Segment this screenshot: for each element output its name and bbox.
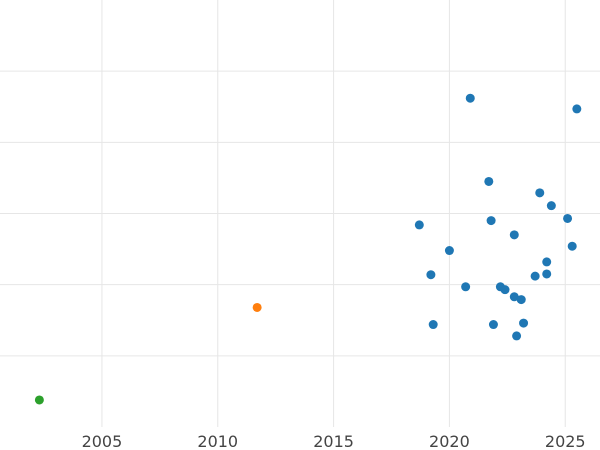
scatter-point <box>252 302 262 312</box>
scatter-point <box>461 282 471 292</box>
scatter-point <box>484 176 494 186</box>
scatter-point <box>567 241 577 251</box>
scatter-point <box>512 331 522 341</box>
scatter-point <box>542 269 552 279</box>
horizontal-gridlines <box>0 70 600 357</box>
scatter-point <box>530 271 540 281</box>
scatter-point <box>500 285 510 295</box>
scatter-point <box>542 257 552 267</box>
x-tick-label: 2020 <box>429 432 470 450</box>
scatter-point <box>509 292 519 302</box>
scatter-point <box>546 201 556 211</box>
x-tick-label: 2010 <box>197 432 238 450</box>
x-tick-label: 2025 <box>545 432 586 450</box>
x-tick-label: 2015 <box>313 432 354 450</box>
scatter-point <box>426 270 436 280</box>
scatter-point <box>428 320 438 330</box>
scatter-point <box>572 104 582 114</box>
scatter-point <box>563 213 573 223</box>
scatter-point <box>444 246 454 256</box>
scatter-point <box>34 395 44 405</box>
x-axis-tick-labels: 2005 2010 2015 2020 2025 <box>82 432 586 450</box>
scatter-point <box>488 320 498 330</box>
data-points <box>34 93 582 405</box>
scatter-point <box>535 188 545 198</box>
scatter-point <box>519 318 529 328</box>
scatter-point <box>465 93 475 103</box>
scatter-point <box>414 220 424 230</box>
x-tick-label: 2005 <box>82 432 123 450</box>
scatter-point <box>509 230 519 240</box>
scatter-point <box>516 295 526 305</box>
scatter-point <box>486 216 496 226</box>
